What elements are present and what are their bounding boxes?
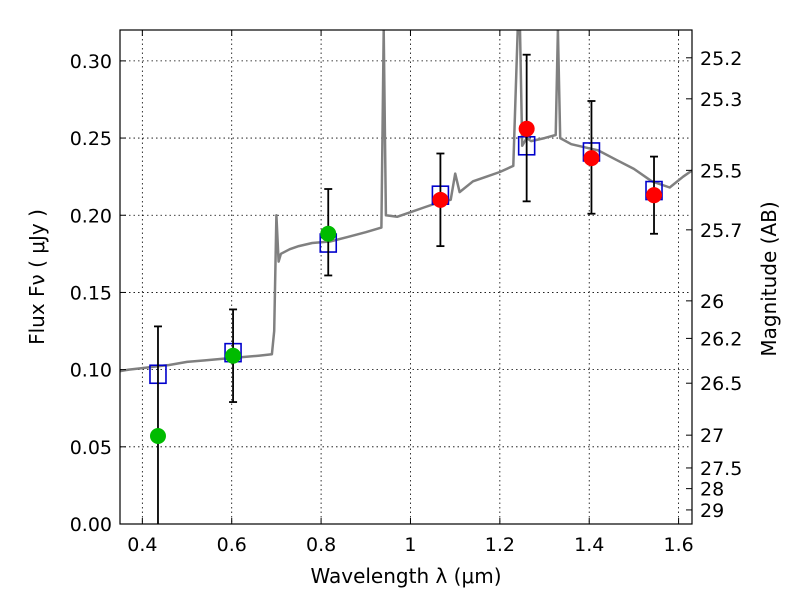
spectrum-line (120, 30, 692, 373)
axis-ticks (120, 30, 692, 525)
x-tick-label: 1.2 (485, 534, 515, 556)
red-point (646, 187, 663, 204)
x-tick-label: 0.8 (306, 534, 336, 556)
mag-tick-label: 25.3 (700, 89, 742, 111)
tick-labels: 0.4 0.6 0.8 1 1.2 1.4 1.6 0.00 0.05 0.10 0.15 0.20 0… (70, 48, 743, 556)
y-tick-label: 0.15 (70, 282, 112, 304)
y-tick-label: 0.25 (70, 128, 112, 150)
photometry-points (149, 120, 663, 445)
red-point (583, 150, 600, 167)
red-point (432, 191, 449, 208)
x-tick-label: 1.4 (574, 534, 604, 556)
y-axis-label: Flux Fν ( μJy ) (25, 209, 49, 345)
x-tick-label: 1.6 (663, 534, 693, 556)
red-point (518, 120, 535, 137)
y-tick-label: 0.30 (70, 51, 112, 73)
model-series (149, 135, 663, 385)
mag-tick-label: 26 (700, 291, 724, 313)
mag-tick-label: 27.5 (700, 458, 742, 480)
x-tick-label: 1 (404, 534, 416, 556)
grid-lines (120, 30, 692, 525)
green-point (149, 428, 166, 445)
green-point (320, 225, 337, 242)
mag-tick-label: 25.7 (700, 220, 742, 242)
y-tick-label: 0.10 (70, 360, 112, 382)
x-axis-label: Wavelength λ (μm) (310, 564, 501, 588)
plot-frame (119, 29, 693, 525)
mag-tick-label: 25.2 (700, 48, 742, 70)
error-bars (153, 53, 659, 524)
green-point (225, 347, 242, 364)
mag-tick-label: 27 (700, 425, 724, 447)
right-axis-label: Magnitude (AB) (757, 201, 781, 356)
y-tick-label: 0.05 (70, 437, 112, 459)
y-tick-label: 0.20 (70, 205, 112, 227)
mag-tick-label: 26.5 (700, 373, 742, 395)
mag-tick-label: 29 (700, 500, 724, 522)
mag-tick-label: 25.5 (700, 160, 742, 182)
spectrum-series (120, 30, 692, 373)
x-tick-label: 0.4 (127, 534, 157, 556)
mag-tick-label: 26.2 (700, 328, 742, 350)
mag-tick-label: 28 (700, 479, 724, 501)
x-tick-label: 0.6 (217, 534, 247, 556)
y-tick-label: 0.00 (70, 514, 112, 536)
